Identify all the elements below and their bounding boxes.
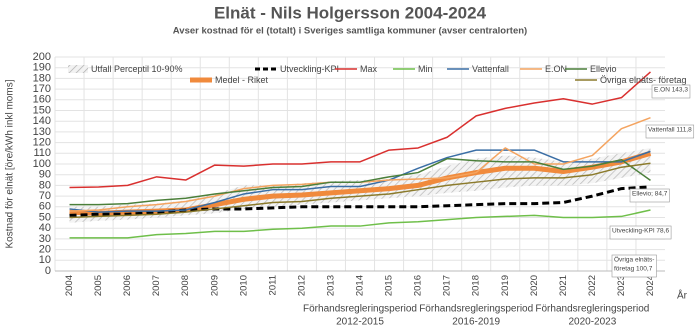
legend-label: Min: [418, 64, 433, 74]
period-label: 2012-2015: [336, 317, 384, 328]
x-tick-label: 2008: [180, 275, 191, 296]
x-tick-label: 2019: [500, 275, 511, 296]
period-label: Förhandsregleringsperiod: [303, 304, 417, 315]
series-line: [69, 209, 651, 239]
y-tick-label: 110: [33, 147, 51, 159]
legend-label: E.ON: [545, 64, 567, 74]
series-line: [69, 71, 651, 189]
x-tick-label: 2010: [238, 275, 249, 296]
annotation: Övriga elnäts-företag 100,7: [611, 254, 657, 278]
annotation-box: [629, 188, 670, 203]
legend-label: Medel - Riket: [215, 75, 269, 85]
annotation-box: [611, 254, 657, 278]
annotation: E.ON 143,3: [651, 84, 691, 99]
x-tick-label: 2024: [645, 275, 656, 296]
y-tick-label: 90: [39, 169, 51, 181]
annotation-box: [645, 124, 695, 139]
x-tick-label: 2009: [209, 275, 220, 296]
y-tick-label: 200: [33, 51, 51, 63]
y-tick-label: 170: [33, 83, 51, 95]
x-tick-label: 2014: [355, 275, 366, 296]
series-line: [69, 157, 651, 206]
y-tick-label: 50: [39, 211, 51, 223]
annotation-box: [609, 225, 672, 240]
y-tick-label: 0: [45, 265, 51, 277]
legend-label: Max: [360, 64, 378, 74]
y-tick-label: 80: [39, 179, 51, 191]
y-tick-label: 150: [33, 104, 51, 116]
y-tick-label: 180: [33, 72, 51, 84]
y-tick-label: 30: [39, 233, 51, 245]
annotation: Vattenfall 111,8: [645, 124, 695, 139]
legend-label: Utfall Perceptil 10-90%: [91, 64, 183, 74]
series-line: [69, 162, 651, 219]
x-tick-label: 2011: [267, 275, 278, 295]
annotation: Ellevio; 84,7: [629, 188, 670, 203]
y-tick-label: 140: [33, 115, 51, 127]
x-tick-label: 2023: [616, 275, 627, 296]
x-tick-label: 2013: [325, 275, 336, 296]
x-tick-label: 2020: [529, 275, 540, 296]
y-tick-label: 100: [33, 158, 51, 170]
legend-swatch: [68, 65, 88, 73]
annotation-text: Ellevio; 84,7: [632, 191, 668, 198]
period-label: 2020-2023: [568, 317, 616, 328]
y-tick-label: 160: [33, 94, 51, 106]
legend-label: Vattenfall: [472, 64, 509, 74]
x-tick-label: 2015: [384, 275, 395, 296]
series-line: [69, 149, 651, 213]
annotation-text: företag 100,7: [614, 266, 653, 273]
y-tick-label: 40: [39, 222, 51, 234]
legend-label: Ellevio: [590, 64, 617, 74]
legend-label: Övriga elnäts- företag: [600, 75, 687, 85]
x-tick-label: 2018: [471, 275, 482, 296]
y-tick-label: 70: [39, 190, 51, 202]
y-tick-label: 20: [39, 244, 51, 256]
x-axis-label: År: [677, 289, 688, 302]
x-tick-label: 2005: [93, 275, 104, 296]
x-tick-label: 2022: [587, 275, 598, 296]
x-tick-label: 2016: [413, 275, 424, 296]
chart-subtitle: Avser kostnad för el (totalt) i Sveriges…: [173, 26, 527, 37]
y-tick-label: 120: [33, 137, 51, 149]
annotation-text: Utveckling-KPI 78,6: [612, 228, 669, 235]
period-label: 2016-2019: [452, 317, 500, 328]
y-tick-label: 60: [39, 201, 51, 213]
y-axis-label: Kostnad för elnät [öre/kWh inkl moms]: [5, 79, 16, 248]
y-tick-label: 10: [39, 254, 51, 266]
annotation: Utveckling-KPI 78,6: [609, 225, 672, 240]
annotation-box: [651, 84, 691, 99]
x-tick-label: 2007: [151, 275, 162, 296]
period-label: Förhandsregleringsperiod: [535, 304, 649, 315]
period-label: Förhandsregleringsperiod: [419, 304, 533, 315]
annotation-text: E.ON 143,3: [654, 87, 688, 94]
x-tick-label: 2004: [64, 275, 75, 296]
series-line: [69, 185, 651, 217]
chart-title: Elnät - Nils Holgersson 2004-2024: [214, 3, 487, 22]
annotation-text: Vattenfall 111,8: [648, 127, 692, 134]
legend-label: Utveckling-KPI: [280, 64, 339, 74]
x-tick-label: 2006: [122, 275, 133, 296]
x-tick-label: 2021: [558, 275, 569, 296]
y-tick-label: 130: [33, 126, 51, 138]
y-tick-label: 190: [33, 62, 51, 74]
x-tick-label: 2017: [442, 275, 453, 296]
annotation-text: Övriga elnäts-: [614, 256, 654, 264]
x-tick-label: 2012: [296, 275, 307, 296]
